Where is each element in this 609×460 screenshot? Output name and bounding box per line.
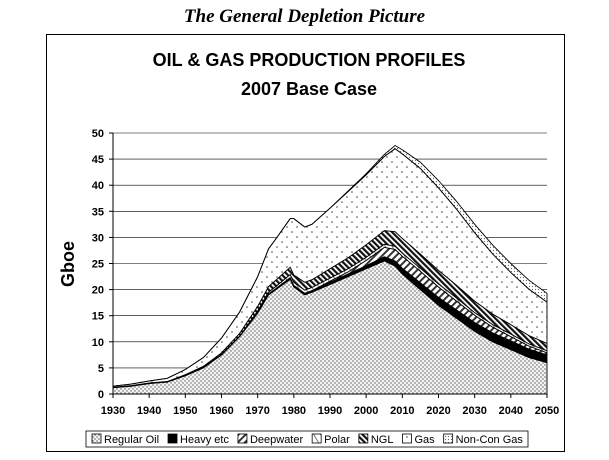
y-axis-label: Gboe (58, 241, 78, 287)
stacked-areas (112, 144, 548, 395)
legend-label-regular-oil: Regular Oil (104, 434, 159, 446)
x-tick-labels: 1930 1940 1950 1960 1970 1980 1990 2000 2010 2020… (101, 394, 559, 417)
y-tick-label: 15 (92, 311, 104, 323)
x-tick-label: 1930 (101, 405, 125, 417)
x-tick-label: 2000 (354, 405, 378, 417)
chart-frame (46, 34, 565, 452)
legend-swatch-regular-oil (91, 433, 102, 444)
x-tick-label: 1960 (209, 405, 233, 417)
x-tick-label: 1940 (137, 405, 161, 417)
x-tick-label: 2020 (426, 405, 450, 417)
legend-swatch-ngl (358, 433, 369, 444)
legend-label-heavy-etc: Heavy etc (180, 434, 229, 446)
x-tick-label: 2030 (462, 405, 486, 417)
x-tick-label: 2050 (535, 405, 559, 417)
legend-label-polar: Polar (324, 434, 350, 446)
legend: Regular Oil Heavy etc Deepwater Polar NGL Gas… (85, 430, 529, 448)
legend-swatch-gas (402, 433, 412, 444)
legend-swatch-deepwater (237, 433, 248, 444)
y-tick-labels: 0 5 10 15 20 25 30 35 40 45 50 (92, 128, 113, 401)
chart-subtitle: 2007 Base Case (241, 79, 377, 99)
y-tick-label: 40 (92, 180, 104, 192)
legend-label-ngl: NGL (371, 434, 394, 446)
y-tick-label: 50 (92, 128, 104, 140)
legend-box (85, 430, 529, 448)
y-tick-label: 25 (92, 259, 104, 271)
legend-label-non-con-gas: Non-Con Gas (456, 434, 524, 446)
legend-swatch-non-con-gas (443, 433, 454, 444)
legend-label-gas: Gas (414, 434, 435, 446)
legend-swatch-polar (311, 433, 322, 444)
x-tick-label: 1970 (245, 405, 269, 417)
x-tick-label: 2010 (390, 405, 414, 417)
legend-swatch-heavy-etc (167, 433, 178, 444)
x-tick-label: 1990 (318, 405, 342, 417)
legend-label-deepwater: Deepwater (250, 434, 304, 446)
y-tick-label: 5 (98, 363, 104, 375)
area-non-con-gas (112, 144, 548, 387)
y-tick-label: 30 (92, 232, 104, 244)
x-tick-label: 1980 (282, 405, 306, 417)
y-tick-label: 10 (92, 337, 104, 349)
chart-title: OIL & GAS PRODUCTION PROFILES (153, 50, 466, 70)
y-tick-label: 20 (92, 285, 104, 297)
y-tick-label: 35 (92, 206, 104, 218)
x-tick-label: 1950 (173, 405, 197, 417)
figure-caption: The General Depletion Picture (183, 6, 426, 27)
y-tick-label: 0 (98, 389, 104, 401)
x-tick-label: 2040 (499, 405, 523, 417)
y-tick-label: 45 (92, 154, 104, 166)
